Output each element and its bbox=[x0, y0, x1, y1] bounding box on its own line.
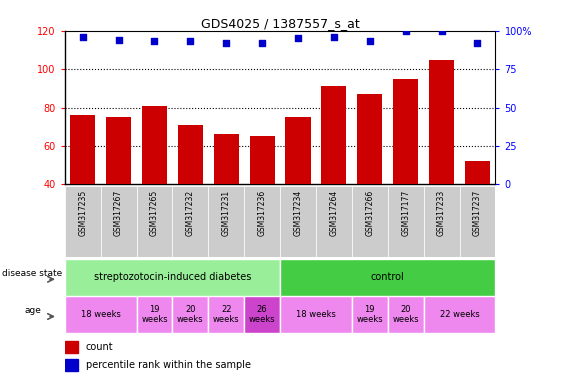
Point bbox=[78, 34, 87, 40]
Bar bbox=[244, 296, 280, 333]
Text: 18 weeks: 18 weeks bbox=[81, 310, 120, 319]
Text: GSM317266: GSM317266 bbox=[365, 190, 374, 236]
Bar bbox=[280, 296, 352, 333]
Bar bbox=[178, 125, 203, 261]
Bar bbox=[321, 86, 346, 261]
Text: streptozotocin-induced diabetes: streptozotocin-induced diabetes bbox=[93, 272, 251, 283]
Bar bbox=[65, 186, 101, 257]
Bar bbox=[65, 259, 280, 296]
Title: GDS4025 / 1387557_s_at: GDS4025 / 1387557_s_at bbox=[201, 17, 359, 30]
Bar bbox=[388, 296, 424, 333]
Text: disease state: disease state bbox=[2, 268, 62, 278]
Text: GSM317233: GSM317233 bbox=[437, 190, 446, 236]
Bar bbox=[465, 161, 490, 261]
Text: GSM317232: GSM317232 bbox=[186, 190, 195, 236]
Bar bbox=[459, 186, 495, 257]
Point bbox=[186, 38, 195, 45]
Text: control: control bbox=[371, 272, 405, 283]
Text: GSM317231: GSM317231 bbox=[222, 190, 231, 236]
Text: count: count bbox=[86, 342, 114, 352]
Bar bbox=[352, 296, 388, 333]
Point bbox=[258, 40, 267, 46]
Text: GSM317264: GSM317264 bbox=[329, 190, 338, 236]
Bar bbox=[316, 186, 352, 257]
Text: age: age bbox=[24, 306, 41, 315]
Text: percentile rank within the sample: percentile rank within the sample bbox=[86, 360, 251, 370]
Bar bbox=[429, 60, 454, 261]
Bar bbox=[249, 136, 275, 261]
Bar bbox=[208, 186, 244, 257]
Bar bbox=[137, 186, 172, 257]
Text: GSM317236: GSM317236 bbox=[258, 190, 267, 236]
Text: GSM317237: GSM317237 bbox=[473, 190, 482, 236]
Point bbox=[114, 37, 123, 43]
Text: 22 weeks: 22 weeks bbox=[440, 310, 480, 319]
Bar bbox=[280, 259, 495, 296]
Point bbox=[401, 28, 410, 34]
Bar bbox=[358, 94, 382, 261]
Bar bbox=[244, 186, 280, 257]
Bar bbox=[285, 117, 311, 261]
Text: GSM317235: GSM317235 bbox=[78, 190, 87, 236]
Bar bbox=[172, 186, 208, 257]
Point bbox=[222, 40, 231, 46]
Bar bbox=[208, 296, 244, 333]
Bar bbox=[352, 186, 388, 257]
Bar bbox=[424, 296, 495, 333]
Text: GSM317267: GSM317267 bbox=[114, 190, 123, 236]
Bar bbox=[388, 186, 424, 257]
Text: 20
weeks: 20 weeks bbox=[177, 305, 204, 324]
Point bbox=[329, 34, 338, 40]
Bar bbox=[65, 296, 137, 333]
Point bbox=[365, 38, 374, 45]
Bar bbox=[70, 115, 95, 261]
Bar bbox=[137, 296, 172, 333]
Text: 19
weeks: 19 weeks bbox=[141, 305, 168, 324]
Bar bbox=[172, 296, 208, 333]
Bar bbox=[424, 186, 459, 257]
Bar bbox=[393, 79, 418, 261]
Text: 22
weeks: 22 weeks bbox=[213, 305, 240, 324]
Bar bbox=[65, 341, 78, 353]
Text: 19
weeks: 19 weeks bbox=[356, 305, 383, 324]
Point bbox=[293, 35, 302, 41]
Point bbox=[150, 38, 159, 45]
Point bbox=[437, 28, 446, 34]
Point bbox=[473, 40, 482, 46]
Text: 20
weeks: 20 weeks bbox=[392, 305, 419, 324]
Bar bbox=[214, 134, 239, 261]
Text: GSM317234: GSM317234 bbox=[293, 190, 302, 236]
Bar bbox=[101, 186, 137, 257]
Text: 26
weeks: 26 weeks bbox=[249, 305, 275, 324]
Text: 18 weeks: 18 weeks bbox=[296, 310, 336, 319]
Bar bbox=[65, 359, 78, 371]
Text: GSM317265: GSM317265 bbox=[150, 190, 159, 236]
Bar bbox=[106, 117, 131, 261]
Bar bbox=[280, 186, 316, 257]
Text: GSM317177: GSM317177 bbox=[401, 190, 410, 236]
Bar bbox=[142, 106, 167, 261]
